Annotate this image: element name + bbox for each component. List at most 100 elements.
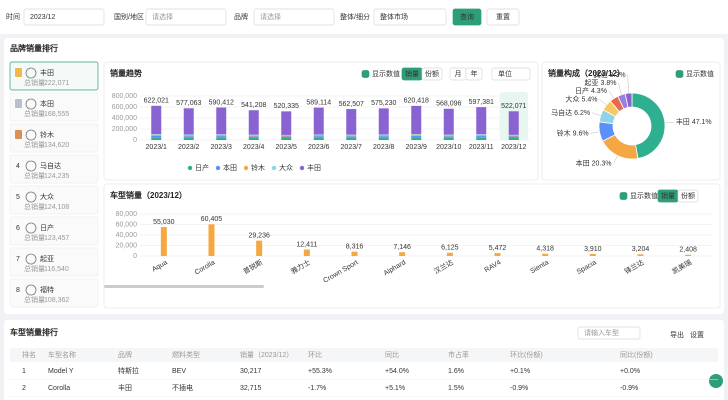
leader-line — [599, 99, 607, 106]
sales-toggle-label[interactable]: 销量 — [661, 191, 675, 200]
brand-sales: 116,540 — [44, 266, 69, 273]
column-header: 车型名称 — [48, 350, 76, 359]
bar-segment — [346, 136, 357, 138]
bar-segment — [346, 134, 357, 136]
share-toggle-label[interactable]: 份额 — [425, 69, 439, 78]
filter-label: 时间 — [6, 12, 20, 21]
region-select[interactable] — [145, 8, 227, 26]
checkbox[interactable] — [361, 70, 370, 78]
bar-segment — [248, 136, 259, 138]
y-tick-label: 40,000 — [116, 232, 138, 239]
bar-segment — [443, 135, 454, 137]
checkbox-label[interactable]: 显示数值 — [372, 69, 400, 78]
checkbox-label[interactable]: 显示数值 — [686, 69, 714, 78]
bar — [637, 254, 644, 256]
time-value[interactable]: 2023/12 — [30, 14, 55, 21]
total-label: 590,412 — [209, 99, 234, 106]
value-label: 12,411 — [296, 241, 317, 248]
brand-item[interactable] — [9, 278, 99, 308]
y-tick-label: 800,000 — [112, 93, 137, 100]
segment-value[interactable]: 整体市场 — [380, 12, 408, 21]
brand-item[interactable] — [9, 216, 99, 246]
checkbox[interactable] — [619, 192, 628, 200]
value-label: 4,318 — [536, 246, 554, 253]
bar-segment — [476, 136, 487, 138]
rank: 6 — [16, 225, 20, 232]
brand-item[interactable] — [9, 154, 99, 184]
filter-bar — [0, 0, 728, 34]
reset-label[interactable]: 重置 — [496, 13, 510, 21]
search-input[interactable] — [577, 326, 641, 340]
help-button[interactable] — [709, 374, 723, 388]
bar-segment — [216, 134, 227, 135]
reset-button[interactable] — [486, 8, 520, 26]
share-toggle-label[interactable]: 份额 — [681, 191, 695, 200]
brand-item[interactable] — [9, 61, 99, 91]
bar-segment — [443, 108, 454, 135]
x-tick-label: 2023/2 — [178, 144, 200, 151]
bar — [303, 249, 310, 256]
legend-swatch — [299, 165, 305, 171]
brand-item[interactable] — [9, 123, 99, 153]
rank: 8 — [16, 287, 20, 294]
value-label: 3,910 — [584, 246, 602, 253]
settings-link[interactable]: 设置 — [690, 330, 704, 339]
legend-label[interactable]: 日产 — [195, 163, 209, 172]
bar-segment — [476, 137, 487, 140]
y-tick-label: 0 — [133, 253, 137, 260]
legend-swatch — [271, 165, 277, 171]
x-tick-label: 2023/11 — [469, 144, 494, 151]
query-button[interactable] — [452, 8, 482, 26]
value-label: 60,405 — [201, 216, 223, 223]
bar-segment — [346, 109, 357, 135]
brand-item[interactable] — [9, 92, 99, 122]
x-tick-label: 2023/10 — [436, 144, 461, 151]
sales-label: 总销量 — [24, 109, 45, 118]
placeholder[interactable]: 请输入车型 — [584, 328, 619, 337]
share-toggle[interactable] — [421, 67, 443, 81]
checkbox-label[interactable]: 显示数值 — [630, 191, 658, 200]
placeholder[interactable]: 请选择 — [260, 12, 281, 21]
year-toggle-label[interactable]: 年 — [471, 69, 478, 78]
year-toggle[interactable] — [465, 67, 483, 81]
legend-label[interactable]: 丰田 — [307, 163, 321, 172]
total-label: 541,208 — [241, 102, 266, 109]
brand-item[interactable] — [9, 247, 99, 277]
column-header: 同比 — [385, 350, 399, 359]
bar-segment — [346, 137, 357, 140]
sales-toggle-label[interactable]: 销量 — [405, 69, 419, 78]
column-header: 环比(份额) — [510, 350, 543, 359]
donut-label: 马自达 6.2% — [551, 108, 590, 117]
time-input[interactable] — [23, 8, 105, 26]
export-link[interactable]: 导出 — [670, 330, 684, 339]
segment-select[interactable] — [373, 8, 447, 26]
chart-title: 销量趋势 — [110, 68, 142, 78]
placeholder[interactable]: 请选择 — [152, 12, 173, 21]
bar-segment — [508, 134, 519, 136]
medal-icon — [15, 68, 22, 77]
legend-label[interactable]: 大众 — [279, 163, 293, 172]
table-cell: 丰田 — [118, 383, 132, 392]
y-tick-label: 0 — [133, 137, 137, 144]
bar-segment — [248, 135, 259, 137]
unit-label[interactable]: 单位 — [498, 69, 512, 78]
x-tick-label: 2023/12 — [501, 144, 526, 151]
scrollbar[interactable] — [104, 285, 264, 288]
legend-label[interactable]: 铃木 — [251, 163, 265, 172]
bar-segment — [183, 108, 194, 135]
brand-name: 丰田 — [40, 68, 54, 77]
brand-sales: 134,620 — [44, 142, 69, 149]
total-label: 568,096 — [436, 101, 461, 108]
checkbox[interactable] — [675, 70, 684, 78]
share-toggle[interactable] — [677, 189, 699, 203]
bar-segment — [281, 138, 292, 140]
query-label[interactable]: 查询 — [460, 12, 474, 21]
legend-label[interactable]: 本田 — [223, 163, 237, 172]
month-toggle-label[interactable]: 月 — [455, 70, 462, 78]
unit-select[interactable] — [491, 67, 531, 81]
brand-item[interactable] — [9, 185, 99, 215]
bar-segment — [443, 134, 454, 136]
brand-logo — [25, 67, 37, 79]
brand-select[interactable] — [253, 8, 335, 26]
y-tick-label: 80,000 — [116, 211, 138, 218]
